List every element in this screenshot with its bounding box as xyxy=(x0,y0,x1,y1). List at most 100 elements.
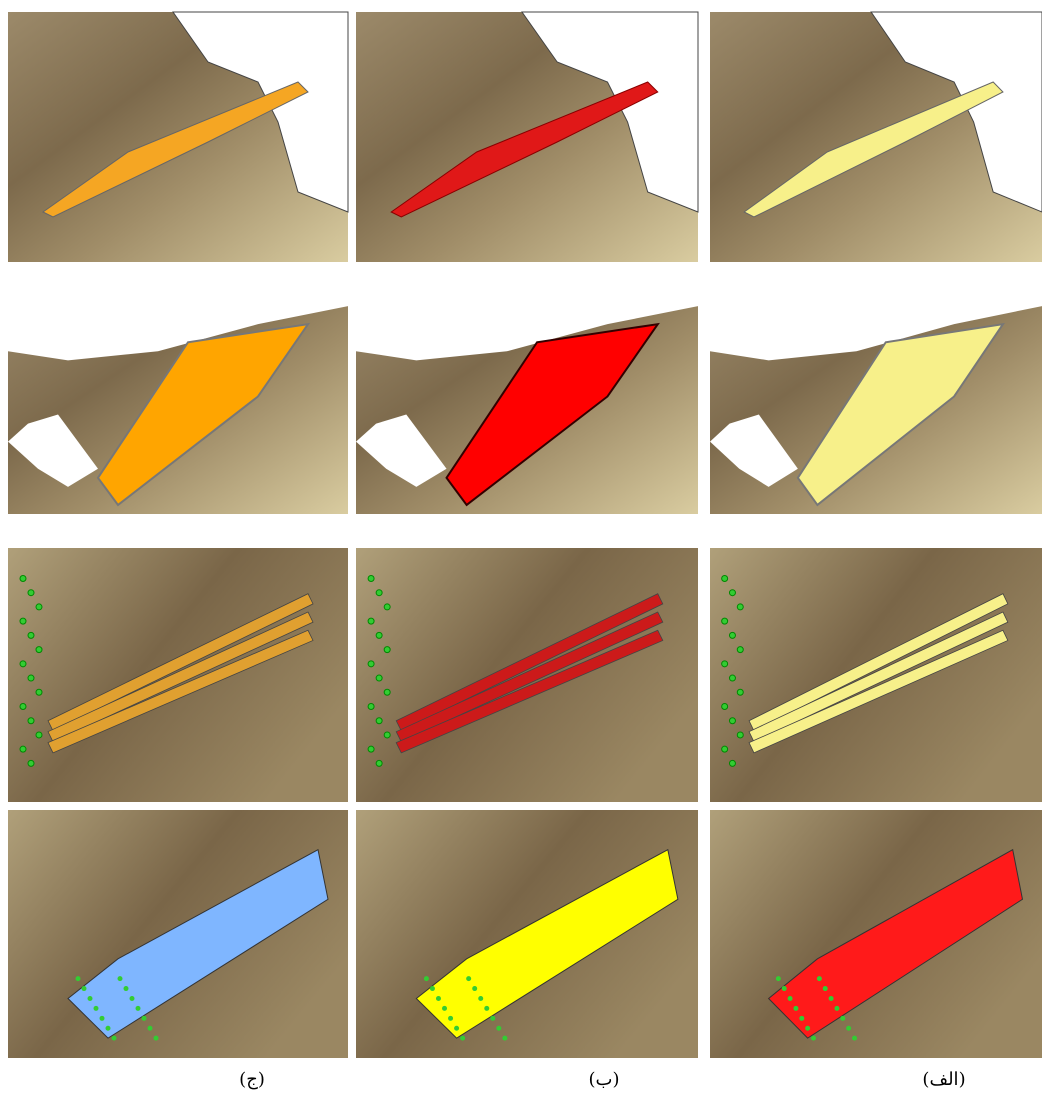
station xyxy=(736,603,744,611)
map-panel xyxy=(710,548,1042,802)
station xyxy=(35,731,43,739)
station xyxy=(19,574,27,582)
station xyxy=(435,995,441,1001)
map-panel xyxy=(710,11,1042,262)
station xyxy=(129,995,135,1001)
map-panel xyxy=(710,288,1042,514)
plume xyxy=(395,611,664,743)
station xyxy=(141,1015,147,1021)
station xyxy=(728,759,736,767)
lake xyxy=(710,414,798,487)
map-panel xyxy=(710,810,1042,1058)
station xyxy=(805,1025,811,1031)
station xyxy=(442,1005,448,1011)
station xyxy=(105,1025,111,1031)
lake xyxy=(8,414,98,487)
station xyxy=(793,1005,799,1011)
station xyxy=(383,603,391,611)
station xyxy=(367,745,375,753)
station xyxy=(375,674,383,682)
station xyxy=(721,745,729,753)
station xyxy=(19,745,27,753)
station xyxy=(736,646,744,654)
station xyxy=(19,702,27,710)
station xyxy=(81,986,87,992)
station xyxy=(375,759,383,767)
station xyxy=(123,986,129,992)
plume xyxy=(47,593,314,732)
station xyxy=(93,1005,99,1011)
station xyxy=(460,1035,466,1041)
map-panel xyxy=(356,810,698,1058)
station xyxy=(35,688,43,696)
caption: (ج) xyxy=(239,1069,265,1090)
station xyxy=(822,986,828,992)
station xyxy=(367,702,375,710)
station xyxy=(27,717,35,725)
plume xyxy=(96,322,311,507)
station xyxy=(35,603,43,611)
map-panel xyxy=(8,548,348,802)
station xyxy=(728,674,736,682)
station xyxy=(448,1015,454,1021)
station xyxy=(375,717,383,725)
station xyxy=(454,1025,460,1031)
plume xyxy=(748,629,1009,754)
plume xyxy=(47,629,314,754)
station xyxy=(781,986,787,992)
station xyxy=(852,1035,858,1041)
station xyxy=(383,731,391,739)
station xyxy=(816,976,822,982)
map-panel xyxy=(8,288,348,514)
station xyxy=(99,1015,105,1021)
station xyxy=(728,717,736,725)
station xyxy=(367,617,375,625)
station xyxy=(111,1035,117,1041)
station xyxy=(135,1005,141,1011)
station xyxy=(828,995,834,1001)
station xyxy=(27,759,35,767)
map-panel xyxy=(8,11,349,262)
station xyxy=(75,976,81,982)
station xyxy=(787,995,793,1001)
station xyxy=(490,1015,496,1021)
station xyxy=(496,1025,502,1031)
station xyxy=(834,1005,840,1011)
station xyxy=(721,617,729,625)
station xyxy=(502,1035,508,1041)
station xyxy=(472,986,478,992)
station xyxy=(35,646,43,654)
station xyxy=(429,986,435,992)
plume xyxy=(767,848,1024,1039)
plume xyxy=(47,611,314,743)
plume xyxy=(415,848,679,1039)
sea xyxy=(356,288,698,361)
plume xyxy=(796,322,1006,507)
station xyxy=(367,574,375,582)
station xyxy=(27,589,35,597)
station xyxy=(736,688,744,696)
station xyxy=(721,702,729,710)
station xyxy=(147,1025,153,1031)
plume xyxy=(748,611,1009,743)
map-panel xyxy=(356,288,698,514)
station xyxy=(87,995,93,1001)
plume xyxy=(395,629,664,754)
plume xyxy=(395,593,664,732)
caption: (الف) xyxy=(922,1069,965,1090)
station xyxy=(736,731,744,739)
station xyxy=(423,976,429,982)
sea xyxy=(8,288,348,361)
station xyxy=(27,631,35,639)
station xyxy=(367,660,375,668)
plume xyxy=(743,81,1004,218)
station xyxy=(728,631,736,639)
station xyxy=(466,976,472,982)
station xyxy=(117,976,123,982)
plume xyxy=(445,322,660,507)
station xyxy=(383,688,391,696)
plume xyxy=(748,593,1009,732)
station xyxy=(721,574,729,582)
station xyxy=(153,1035,159,1041)
map-panel xyxy=(356,11,699,262)
